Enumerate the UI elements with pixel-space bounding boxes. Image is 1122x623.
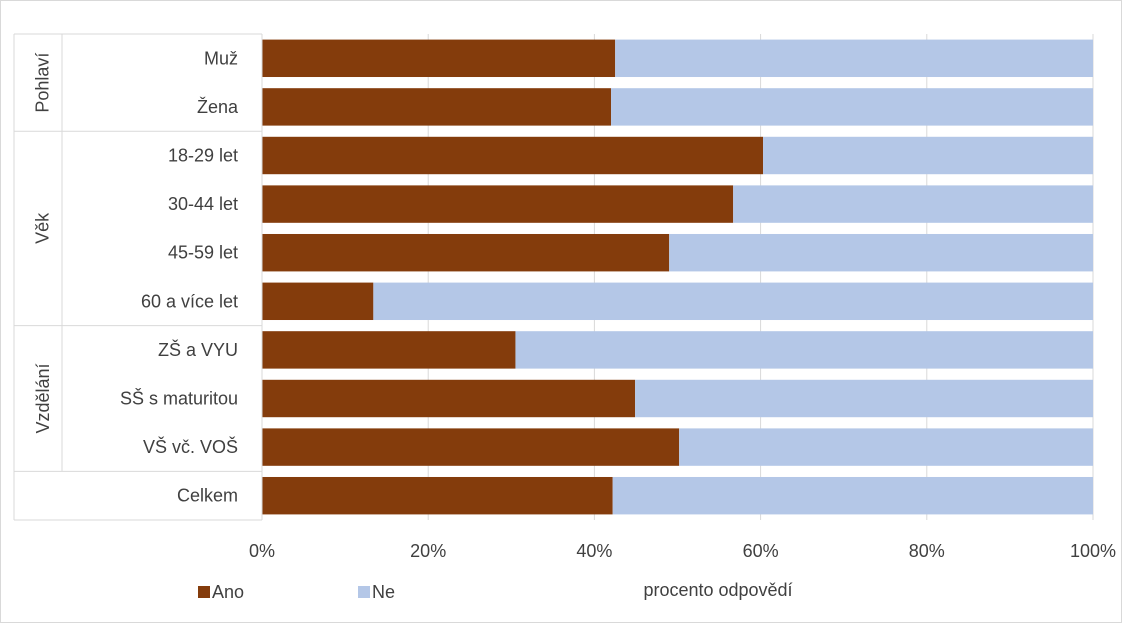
x-tick-label: 80% [909,541,945,561]
bar-ne-0 [615,39,1093,78]
category-label: 30-44 let [168,194,238,214]
x-tick-label: 100% [1070,541,1116,561]
bar-ne-7 [635,379,1093,418]
legend-swatch-ano [198,586,210,598]
group-label: Pohlaví [33,53,53,113]
legend: Ano Ne [198,582,395,602]
x-axis-label: procento odpovědí [643,580,792,600]
group-label: Věk [33,212,53,244]
bar-ne-9 [612,476,1093,515]
x-tick-label: 60% [743,541,779,561]
bar-ano-7 [262,379,636,418]
x-tick-label: 0% [249,541,275,561]
bar-ano-6 [262,331,516,369]
category-label: 45-59 let [168,243,238,263]
category-label: Celkem [177,486,238,506]
category-label: SŠ s maturitou [120,388,238,409]
bar-ne-8 [679,428,1093,466]
bar-ne-2 [763,136,1093,175]
category-label: 60 a více let [141,291,238,311]
bar-ne-6 [515,331,1093,369]
category-label: ZŠ a VYU [158,339,238,360]
category-label: Muž [204,48,238,68]
legend-swatch-ne [358,586,370,598]
bar-ano-3 [262,185,734,223]
legend-label-ano: Ano [212,582,244,602]
group-label: Vzdělání [33,363,53,433]
bar-ne-5 [373,282,1093,321]
bar-ne-1 [611,88,1093,126]
x-tick-label: 40% [576,541,612,561]
bars [262,39,1093,515]
bar-ne-4 [669,233,1093,272]
bar-ano-1 [262,88,612,126]
legend-label-ne: Ne [372,582,395,602]
category-label: VŠ vč. VOŠ [143,436,238,457]
y-axis-category-area: Muž Žena 18-29 let 30-44 let 45-59 let 60 a v… [13,33,263,521]
category-label: Žena [197,97,239,117]
bar-ano-4 [262,233,670,272]
bar-ano-2 [262,136,764,175]
x-tick-label: 20% [410,541,446,561]
bar-ano-8 [262,428,680,466]
bar-ano-5 [262,282,374,321]
category-label: 18-29 let [168,146,238,166]
bar-ano-9 [262,476,613,515]
x-axis-ticks: 0% 20% 40% 60% 80% 100% [249,541,1116,561]
bar-ne-3 [733,185,1093,223]
bar-ano-0 [262,39,616,78]
